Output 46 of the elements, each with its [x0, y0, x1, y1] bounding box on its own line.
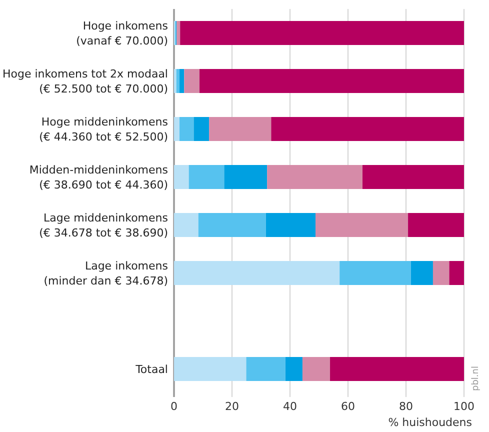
x-axis-title: % huishoudens: [388, 416, 472, 429]
x-tick-label: 20: [225, 400, 239, 413]
bar: [316, 213, 408, 237]
bar: [180, 69, 184, 93]
bar: [176, 21, 180, 45]
bar: [449, 261, 464, 285]
bar: [188, 165, 224, 189]
y-tick-label: Totaal: [134, 363, 168, 376]
y-tick-label: Hoge inkomens tot 2x modaal (€ 52.500 tot € 70.000): [2, 68, 168, 96]
bar: [184, 69, 200, 93]
x-tick-label: 40: [283, 400, 297, 413]
y-tick-label: Lage middeninkomens (€ 34.678 tot € 38.690): [39, 212, 168, 240]
bar: [174, 117, 180, 141]
bar: [267, 165, 362, 189]
bar: [340, 261, 411, 285]
bar: [198, 213, 266, 237]
bar: [174, 357, 246, 381]
bar: [174, 213, 198, 237]
x-tick-label: 100: [454, 400, 474, 413]
bar: [432, 261, 450, 285]
y-tick-label: Lage inkomens (minder dan € 34.678): [44, 260, 168, 288]
bar: [408, 213, 464, 237]
bar: [330, 357, 464, 381]
bar: [302, 357, 330, 381]
bar: [410, 261, 433, 285]
bar: [174, 165, 189, 189]
text: pbl.nl: [471, 366, 481, 391]
bar: [266, 213, 316, 237]
bar: [180, 21, 464, 45]
y-tick-label: Midden-middeninkomens (€ 38.690 tot € 44.360): [29, 164, 168, 192]
bar: [285, 357, 302, 381]
y-tick-label: Hoge inkomens (vanaf € 70.000): [76, 20, 168, 48]
bar: [194, 117, 210, 141]
bar: [246, 357, 286, 381]
x-tick-label: 60: [341, 400, 355, 413]
bar: [209, 117, 272, 141]
bar: [224, 165, 268, 189]
bar: [174, 261, 340, 285]
bar: [362, 165, 464, 189]
y-tick-label: Hoge middeninkomens (€ 44.360 tot € 52.500): [39, 116, 168, 144]
x-tick-label: 0: [170, 400, 178, 413]
bar: [180, 117, 194, 141]
bar: [200, 69, 464, 93]
bar: [176, 69, 180, 93]
x-tick-label: 80: [399, 400, 413, 413]
bar: [271, 117, 464, 141]
